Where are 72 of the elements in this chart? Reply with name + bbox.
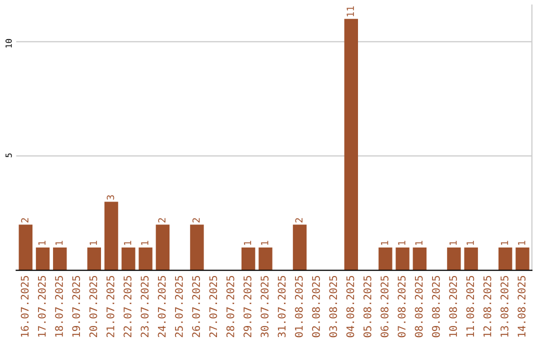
data-label: 11 xyxy=(346,6,354,16)
x-tick-label: 12.08.2025 xyxy=(483,276,492,337)
x-tick-label: 16.07.2025 xyxy=(20,276,29,337)
x-tick-label: 28.07.2025 xyxy=(226,276,234,338)
x-tick-label: 21.07.2025 xyxy=(106,276,114,338)
bar xyxy=(292,224,307,270)
bar xyxy=(104,202,118,270)
bar xyxy=(396,247,410,270)
x-tick-label: 30.07.2025 xyxy=(260,276,269,338)
x-tick-label: 26.07.2025 xyxy=(192,276,200,338)
bar xyxy=(498,247,512,270)
bar xyxy=(122,247,136,270)
bar xyxy=(464,247,478,270)
x-tick-label: 14.08.2025 xyxy=(518,276,526,337)
bar xyxy=(242,247,256,270)
x-tick-label: 20.07.2025 xyxy=(89,276,98,338)
y-tick-label: 10 xyxy=(6,39,12,48)
x-tick-label: 23.07.2025 xyxy=(140,276,149,338)
data-label: 1 xyxy=(381,240,388,245)
x-tick-label: 29.07.2025 xyxy=(244,276,252,338)
x-tick-label: 04.08.2025 xyxy=(346,276,354,338)
x-tick-label: 08.08.2025 xyxy=(414,276,423,338)
bar xyxy=(138,247,152,270)
x-tick-label: 10.08.2025 xyxy=(449,276,457,337)
data-label: 1 xyxy=(415,240,422,245)
data-label: 1 xyxy=(56,240,63,245)
data-label: 3 xyxy=(106,195,114,200)
x-tick-label: 09.08.2025 xyxy=(432,276,440,338)
data-label: 1 xyxy=(38,240,46,245)
x-tick-label: 03.08.2025 xyxy=(329,276,338,338)
data-label: 2 xyxy=(21,218,28,222)
bar xyxy=(447,247,461,270)
x-tick-label: 24.07.2025 xyxy=(158,276,166,338)
bar xyxy=(344,18,358,270)
x-tick-label: 13.08.2025 xyxy=(500,276,508,337)
y-tick-label: 5 xyxy=(6,153,12,158)
bar xyxy=(412,247,427,270)
data-label: 1 xyxy=(90,240,97,245)
x-tick-label: 19.07.2025 xyxy=(72,276,80,337)
x-tick-label: 06.08.2025 xyxy=(380,276,388,338)
x-tick-label: 07.08.2025 xyxy=(398,276,406,338)
bar xyxy=(516,247,530,270)
data-label: 1 xyxy=(500,240,508,245)
bar xyxy=(190,224,204,270)
x-tick-label: 11.08.2025 xyxy=(466,276,474,337)
x-tick-label: 18.07.2025 xyxy=(55,276,63,337)
bar xyxy=(156,224,170,270)
x-tick-label: 22.07.2025 xyxy=(124,276,132,338)
data-label: 1 xyxy=(398,240,406,245)
data-label: 1 xyxy=(124,240,132,245)
data-label: 2 xyxy=(295,218,302,222)
data-label: 2 xyxy=(158,218,166,222)
data-label: 2 xyxy=(192,218,200,222)
data-label: 1 xyxy=(141,240,148,245)
x-tick-label: 17.07.2025 xyxy=(38,276,46,337)
bar xyxy=(87,247,102,270)
x-tick-label: 31.07.2025 xyxy=(278,276,286,338)
data-label: 1 xyxy=(518,240,526,245)
bar xyxy=(258,247,272,270)
x-tick-label: 25.07.2025 xyxy=(174,276,183,338)
data-label: 1 xyxy=(261,240,268,245)
x-tick-label: 02.08.2025 xyxy=(312,276,320,338)
data-label: 1 xyxy=(450,240,457,245)
x-tick-label: 05.08.2025 xyxy=(363,276,372,338)
bar xyxy=(36,247,50,270)
data-label: 1 xyxy=(244,240,252,245)
x-tick-label: 01.08.2025 xyxy=(294,276,303,338)
bar xyxy=(53,247,67,270)
x-tick-label: 27.07.2025 xyxy=(209,276,218,338)
data-label: 1 xyxy=(466,240,474,245)
bar xyxy=(378,247,392,270)
bar xyxy=(18,224,32,270)
